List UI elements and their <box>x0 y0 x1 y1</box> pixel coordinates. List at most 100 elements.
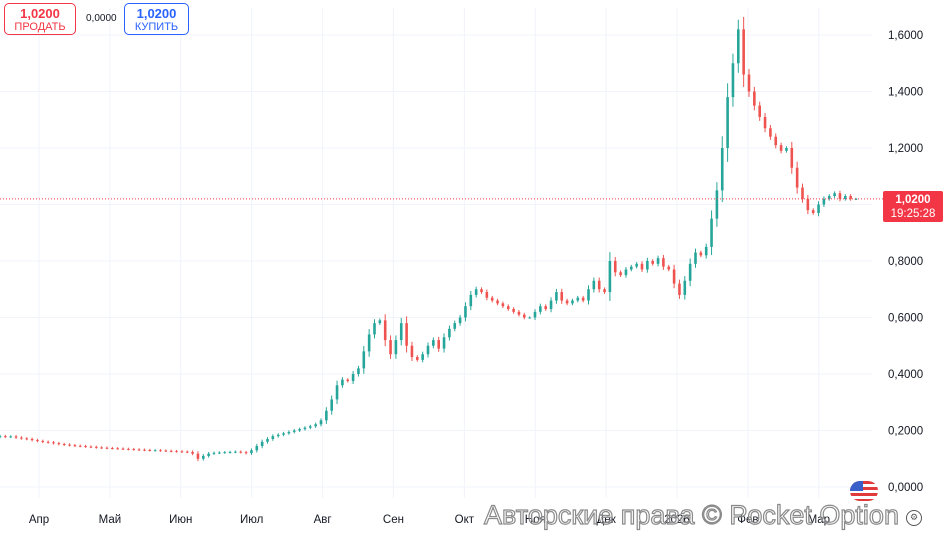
candle-body <box>555 292 558 301</box>
candle-body <box>597 280 601 290</box>
candle-body <box>46 441 50 443</box>
candle-body <box>191 451 194 454</box>
buy-button[interactable]: 1,0200 КУПИТЬ <box>124 3 189 35</box>
candle-body <box>704 246 708 256</box>
candle-body <box>688 263 692 281</box>
candle-body <box>630 266 633 270</box>
candle-body <box>314 424 317 427</box>
y-tick-label: 1,6000 <box>888 30 923 42</box>
candle-body <box>62 444 66 446</box>
y-tick-label: 0,4000 <box>888 369 923 381</box>
candle-body <box>196 453 200 459</box>
candle-body <box>159 450 162 452</box>
sell-label: ПРОДАТЬ <box>14 21 66 33</box>
x-tick-label: 2026 <box>664 514 690 526</box>
candle-body <box>346 379 350 382</box>
candle-body <box>613 261 617 273</box>
candle-body <box>737 29 740 64</box>
x-tick-label: Ноя <box>525 514 546 526</box>
candle-body <box>448 328 451 338</box>
candle-body <box>603 289 606 293</box>
candle-body <box>811 210 815 213</box>
candle-body <box>41 440 45 442</box>
candle-body <box>239 451 243 453</box>
candle-body <box>362 351 366 369</box>
candle-body <box>116 448 119 450</box>
candle-body <box>544 306 547 310</box>
current-price-label: 1,0200 19:25:28 <box>883 191 943 222</box>
candle-body <box>271 436 275 439</box>
candle-body <box>357 368 360 374</box>
candle-body <box>699 252 703 256</box>
candle-body <box>672 269 676 284</box>
candle-body <box>549 300 553 310</box>
candle-body <box>292 430 296 432</box>
buy-label: КУПИТЬ <box>134 21 179 33</box>
candle-body <box>827 196 831 199</box>
candle-body <box>121 448 125 450</box>
candle-body <box>78 445 82 447</box>
spread-value: 0,0000 <box>86 13 117 24</box>
candle-body <box>185 451 189 453</box>
gear-icon[interactable]: ⚙ <box>906 510 922 526</box>
candle-body <box>282 433 285 435</box>
candle-body <box>228 451 232 453</box>
grid <box>0 8 872 498</box>
candle-body <box>496 300 499 304</box>
candle-body <box>710 218 713 247</box>
candle-body <box>539 306 542 312</box>
candle-body <box>169 450 173 452</box>
candle-body <box>105 447 109 449</box>
candle-body <box>9 436 12 438</box>
candle-body <box>180 451 184 453</box>
us-flag-icon[interactable] <box>850 481 878 501</box>
candle-body <box>458 317 462 324</box>
candle-body <box>528 317 531 319</box>
candles <box>0 16 858 462</box>
candle-body <box>202 455 205 459</box>
x-tick-label: Фев <box>737 514 758 526</box>
candle-body <box>533 311 537 318</box>
candle-body <box>244 452 248 454</box>
candle-body <box>421 354 424 360</box>
x-tick-label: Апр <box>29 514 49 526</box>
candle-body <box>624 269 628 276</box>
candle-body <box>795 167 799 188</box>
candle-body <box>153 450 157 452</box>
sell-button[interactable]: 1,0200 ПРОДАТЬ <box>4 3 76 35</box>
candle-body <box>517 311 521 315</box>
candle-body <box>89 446 93 448</box>
candle-body <box>769 128 772 137</box>
candle-body <box>234 451 237 453</box>
candle-body <box>303 427 307 430</box>
candle-body <box>416 357 419 360</box>
candle-body <box>367 334 371 352</box>
candle-body <box>266 438 269 442</box>
candle-body <box>731 63 735 98</box>
candle-body <box>100 447 103 449</box>
candle-body <box>523 314 526 318</box>
candle-body <box>779 145 783 151</box>
candle-body <box>432 340 435 346</box>
candle-body <box>512 309 515 312</box>
candle-body <box>20 437 23 439</box>
candle-body <box>389 340 392 355</box>
candle-body <box>480 289 483 293</box>
x-tick-label: Окт <box>455 514 475 526</box>
candle-body <box>753 91 756 106</box>
candle-body <box>817 204 820 213</box>
candle-body <box>464 306 467 318</box>
candle-body <box>383 320 387 341</box>
candle-body <box>212 452 216 454</box>
x-tick-label: Авг <box>314 514 332 526</box>
candle-body <box>0 436 2 438</box>
y-tick-label: 1,2000 <box>888 143 923 155</box>
candle-body <box>309 426 312 428</box>
candle-body <box>84 446 87 448</box>
candle-body <box>14 436 18 438</box>
candle-body <box>683 280 687 295</box>
candle-body <box>351 374 355 382</box>
candle-body <box>662 258 665 267</box>
candle-body <box>111 448 114 450</box>
